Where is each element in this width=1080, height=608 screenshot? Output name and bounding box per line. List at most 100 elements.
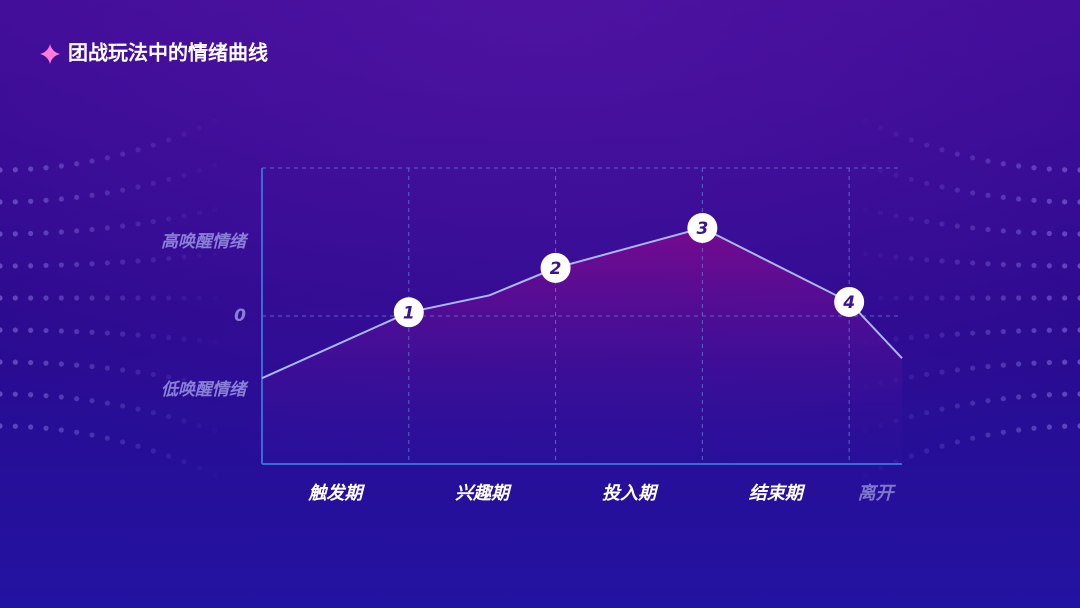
decor-dot	[43, 197, 49, 203]
decor-dot	[908, 176, 914, 183]
point-marker	[393, 297, 424, 328]
decor-dot	[12, 359, 18, 365]
decor-dot	[166, 255, 172, 262]
decor-dot	[1077, 327, 1080, 333]
decor-dot	[1046, 392, 1052, 398]
decor-dot	[104, 400, 110, 406]
decor-dot	[1062, 231, 1068, 237]
decor-dot	[1031, 425, 1037, 431]
decor-dot	[878, 465, 884, 471]
decor-dot	[924, 448, 930, 454]
decor-dot	[104, 295, 110, 301]
decor-dot	[12, 423, 18, 429]
decor-dot	[89, 158, 95, 164]
decor-dot	[120, 187, 126, 193]
decor-dot	[893, 131, 899, 137]
decor-dot	[181, 172, 187, 178]
decor-dot	[150, 448, 156, 454]
decor-dot	[166, 413, 172, 420]
decor-dot	[12, 391, 18, 397]
decor-dot	[878, 167, 884, 174]
decor-dot	[924, 410, 930, 416]
decor-dot	[28, 295, 34, 301]
decor-dot	[893, 172, 899, 178]
decor-dot	[1016, 427, 1022, 433]
decor-dot	[908, 137, 914, 143]
decor-dot	[0, 327, 3, 333]
decor-dot	[954, 259, 960, 265]
decor-dot	[196, 252, 202, 259]
area	[262, 227, 902, 464]
decor-dot	[1000, 194, 1006, 200]
decor-dot	[908, 295, 914, 301]
decor-dot	[1000, 362, 1006, 368]
decor-dot	[12, 231, 18, 237]
decor-dot	[150, 218, 156, 225]
decor-dot	[58, 262, 64, 268]
decor-dot	[89, 295, 95, 301]
decor-dot	[58, 163, 64, 169]
decor-dot	[28, 263, 34, 269]
decor-dot	[0, 167, 3, 173]
decor-dot	[43, 393, 49, 399]
decor-dot	[1062, 423, 1068, 429]
decor-dot	[104, 365, 110, 371]
decor-dot	[196, 465, 202, 471]
decor-dot	[74, 362, 80, 368]
decor-dot	[28, 230, 34, 237]
decor-dot	[878, 210, 884, 216]
decor-dot	[150, 371, 156, 378]
decor-dot	[862, 162, 868, 169]
decor-dot	[74, 429, 80, 435]
decor-dot	[939, 221, 945, 227]
decor-dot	[1000, 328, 1006, 335]
decor-dot	[166, 216, 172, 222]
decor-dot	[89, 261, 95, 267]
decor-dot	[1062, 295, 1068, 301]
decor-dot	[908, 334, 914, 341]
decor-dot	[985, 295, 991, 301]
decor-dot	[28, 359, 34, 366]
decor-dot	[970, 225, 976, 231]
decor-dot	[862, 118, 868, 124]
decor-dots	[0, 118, 1080, 478]
decor-dot	[212, 207, 218, 213]
decor-dot	[1077, 167, 1080, 173]
decor-dot	[970, 190, 976, 196]
decor-dot	[166, 453, 172, 459]
decor-dot	[43, 165, 49, 171]
decor-dot	[924, 333, 930, 339]
decor-dot	[1031, 360, 1037, 366]
decor-dot	[104, 225, 110, 231]
decor-dot	[939, 406, 945, 412]
decor-dot	[970, 295, 976, 301]
decor-dot	[1016, 328, 1022, 334]
decor-dot	[74, 228, 80, 234]
decor-dot	[135, 147, 141, 153]
decor-dot	[1046, 198, 1052, 204]
decor-dot	[150, 410, 156, 416]
decor-dot	[212, 251, 218, 257]
decor-dot	[12, 167, 18, 173]
decor-dot	[985, 398, 991, 404]
decor-dot	[166, 334, 172, 341]
decor-dot	[212, 339, 218, 345]
decor-dot	[135, 258, 141, 264]
decor-dot	[1062, 199, 1068, 205]
decor-dot	[181, 459, 187, 465]
decor-dot	[939, 332, 945, 338]
decor-dot	[120, 223, 126, 229]
decor-dot	[58, 394, 64, 400]
decor-dot	[0, 295, 3, 301]
decor-dot	[954, 439, 960, 445]
decor-dot	[1016, 229, 1022, 235]
decor-dot	[970, 365, 976, 371]
decor-dot	[196, 125, 202, 131]
decor-dot	[120, 439, 126, 445]
decor-dot	[954, 367, 960, 373]
decor-dot	[74, 396, 80, 402]
decor-dot	[1000, 261, 1006, 268]
decor-dot	[970, 330, 976, 336]
decor-dot	[120, 295, 126, 301]
